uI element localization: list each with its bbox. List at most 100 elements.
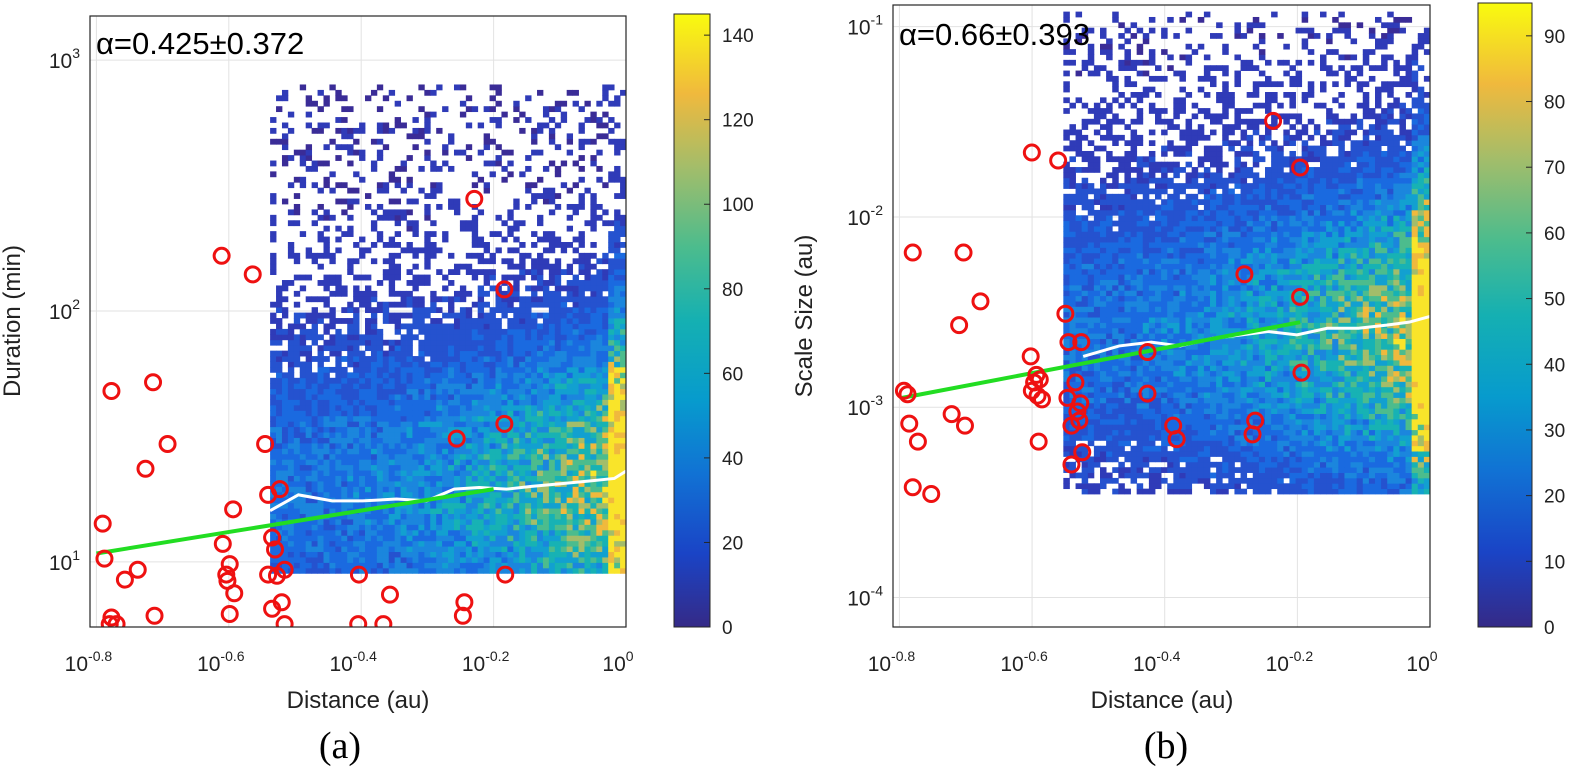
heatmap-cell [1106, 440, 1113, 447]
heatmap-cell [525, 388, 532, 395]
heatmap-cell [1106, 183, 1113, 189]
heatmap-cell [436, 339, 443, 346]
heatmap-cell [1130, 301, 1138, 307]
heatmap-cell [353, 383, 360, 390]
heatmap-cell [501, 442, 508, 449]
heatmap-cell [554, 350, 562, 357]
heatmap-cell [365, 318, 372, 324]
heatmap-cell [560, 160, 568, 167]
heatmap-cell [442, 231, 449, 237]
heatmap-cell [353, 242, 360, 248]
heatmap-cell [1167, 354, 1174, 361]
heatmap-cell [1130, 461, 1138, 468]
heatmap-cell [311, 491, 318, 498]
heatmap-cell [412, 508, 419, 514]
heatmap-cell [347, 383, 354, 390]
heatmap-cell [442, 502, 449, 509]
heatmap-cell [1161, 274, 1168, 281]
heatmap-cell [448, 399, 455, 406]
heatmap-cell [537, 350, 544, 357]
heatmap-cell [353, 334, 360, 341]
heatmap-cell [394, 437, 402, 444]
heatmap-cell [1063, 311, 1070, 318]
heatmap-cell [572, 383, 579, 390]
heatmap-cell [424, 328, 431, 335]
heatmap-cell [287, 247, 295, 254]
heatmap-cell [477, 290, 485, 297]
heatmap-cell [537, 415, 544, 422]
heatmap-cell [507, 453, 514, 460]
heatmap-cell [353, 557, 360, 563]
heatmap-cell [412, 453, 419, 460]
heatmap-cell [430, 89, 437, 96]
heatmap-cell [1155, 429, 1162, 436]
heatmap-cell [1106, 268, 1113, 275]
heatmap-cell [584, 117, 591, 123]
heatmap-cell [578, 486, 585, 493]
heatmap-cell [1167, 311, 1174, 318]
heatmap-cell [507, 209, 514, 216]
heatmap-cell [353, 356, 360, 362]
heatmap-cell [370, 415, 378, 422]
heatmap-cell [323, 345, 330, 352]
heatmap-cell [365, 366, 372, 373]
heatmap-cell [531, 383, 538, 390]
heatmap-cell [1130, 129, 1138, 136]
heatmap-cell [548, 442, 556, 449]
heatmap-cell [424, 448, 431, 455]
heatmap-cell [1081, 150, 1089, 157]
heatmap-cell [1118, 274, 1125, 281]
heatmap-cell [614, 377, 621, 384]
heatmap-cell [376, 182, 384, 189]
heatmap-cell [477, 383, 485, 390]
heatmap-cell [507, 557, 514, 563]
heatmap-cell [359, 529, 366, 536]
heatmap-cell [311, 437, 318, 444]
heatmap-cell [311, 399, 318, 406]
heatmap-cell [596, 562, 603, 569]
heatmap-cell [620, 350, 626, 357]
heatmap-cell [270, 220, 277, 227]
heatmap-cell [531, 231, 538, 237]
heatmap-cell [596, 366, 603, 373]
heatmap-cell [465, 497, 473, 504]
heatmap-cell [560, 437, 568, 444]
heatmap-cell [596, 285, 603, 292]
heatmap-cell [359, 296, 366, 303]
heatmap-cell [1069, 156, 1076, 163]
heatmap-cell [424, 540, 431, 547]
heatmap-cell [531, 502, 538, 509]
heatmap-cell [602, 323, 609, 330]
heatmap-cell [347, 377, 354, 384]
heatmap-cell [1069, 102, 1076, 109]
heatmap-cell [554, 274, 562, 281]
heatmap-cell [1124, 317, 1131, 323]
event-marker [272, 593, 291, 612]
heatmap-cell [620, 486, 626, 493]
heatmap-cell [430, 464, 437, 471]
heatmap-cell [1130, 274, 1138, 281]
heatmap-cell [335, 464, 342, 471]
heatmap-cell [566, 214, 574, 221]
heatmap-cell [323, 475, 330, 482]
heatmap-cell [548, 470, 556, 476]
heatmap-cell [578, 491, 585, 498]
heatmap-cell [359, 377, 366, 384]
heatmap-cell [1087, 424, 1095, 431]
heatmap-cell [347, 502, 354, 509]
heatmap-cell [542, 377, 550, 384]
heatmap-cell [519, 470, 526, 476]
heatmap-cell [1118, 429, 1125, 436]
heatmap-cell [424, 209, 431, 216]
heatmap-cell [453, 529, 461, 536]
heatmap-cell [305, 366, 313, 373]
heatmap-cell [1069, 360, 1076, 366]
heatmap-cell [1161, 263, 1168, 270]
heatmap-cell [489, 426, 496, 433]
heatmap-cell [1118, 134, 1125, 141]
heatmap-cell [299, 551, 307, 558]
heatmap-cell [448, 350, 455, 357]
heatmap-cell [424, 562, 431, 569]
heatmap-cell [1148, 172, 1156, 179]
heatmap-cell [471, 388, 479, 395]
